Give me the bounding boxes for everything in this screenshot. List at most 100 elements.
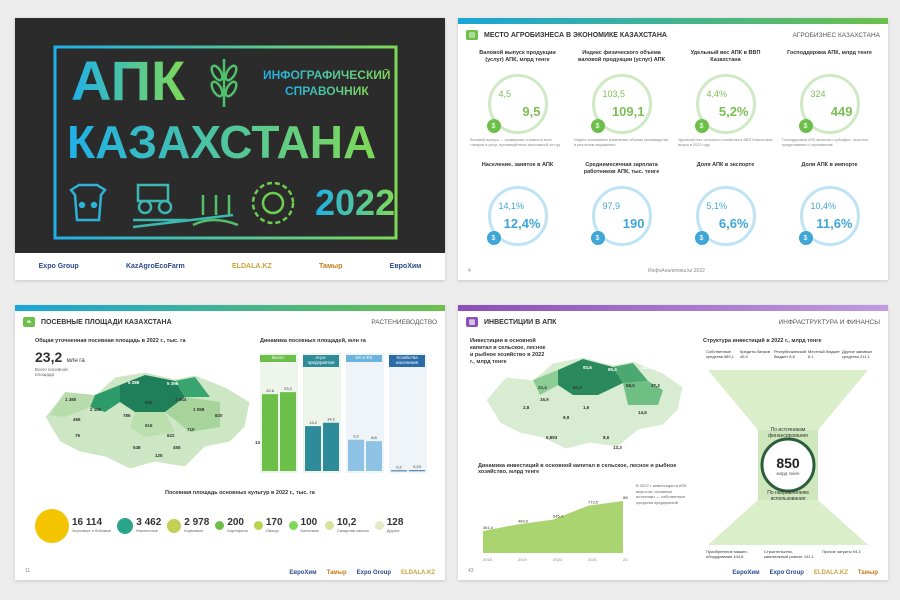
crop-item: 10,2 Сахарная свекла	[324, 518, 369, 534]
region-value: 58,0	[626, 383, 635, 388]
metric-prev-value: 5,1%	[706, 201, 728, 211]
crop-item: 200 Картофель	[215, 518, 248, 533]
region-value: 93,6	[583, 365, 592, 370]
metric-icon: $	[590, 231, 605, 245]
region-value: 13,3	[613, 445, 622, 450]
metric-title: Валовой выпуск продукции (услуг) АПК, мл…	[479, 50, 556, 63]
region-value: 5 396	[167, 381, 179, 386]
crops-row: 16 114 Зерновые и бобовые 3 462 Масличные 2 …	[35, 503, 435, 548]
crop-item: 3 462 Масличные	[117, 517, 161, 534]
metric-current-value: 9,5	[522, 104, 541, 119]
metric-title: Среднемесячная зарплата работников АПК, …	[583, 162, 660, 175]
crop-circle	[167, 518, 182, 533]
partner-logo: ELDALA.KZ	[813, 570, 848, 576]
crop-value: 2 978	[184, 517, 210, 528]
page-number: 43	[468, 568, 474, 574]
total-value: 23,2	[35, 349, 63, 365]
bar-group-header: КХ и ФХ	[346, 355, 382, 362]
metric-current-value: 12,4%	[503, 216, 541, 231]
page-partners: ЕвроХим Expo Group ELDALA.KZ Тамыр	[732, 570, 878, 576]
metric-current-value: 5,2%	[718, 104, 749, 119]
crop-circle	[215, 521, 225, 530]
page-partners: ЕвроХим Тамыр Expo Group ELDALA.KZ	[289, 570, 435, 576]
cover-page: АПК КАЗАХСТАНА ИНФОГРАФИЧЕСКИЙ СПРАВОЧНИ…	[15, 18, 445, 280]
metric-card: Удельный вес АПК в ВВП Казахстана 4,4% 5,2…	[678, 50, 773, 150]
section-category: АГРОБИЗНЕС КАЗАХСТАНА	[792, 31, 880, 39]
bars-title: Динамика посевных площадей, млн га	[260, 338, 366, 344]
crop-value: 170	[265, 517, 283, 528]
area-bar	[366, 441, 382, 471]
crop-label: Сахарная свекла	[336, 528, 369, 533]
region-value: 9,9	[563, 415, 570, 420]
metric-title: Население, занятое в АПК	[481, 162, 554, 168]
crop-item: 16 114 Зерновые и бобовые	[35, 508, 112, 543]
metric-icon: $	[798, 231, 813, 245]
crop-label: Зерновые и бобовые	[72, 528, 112, 533]
region-value: 1,6	[583, 405, 590, 410]
metric-circle: 103,5 109,1 $	[590, 74, 652, 134]
total-unit: млн га	[66, 358, 85, 364]
bar-group-header: Хозяйства населения	[389, 355, 425, 367]
source-item: Кредиты банков 45,9	[740, 349, 770, 359]
source-item: Собственные средства 589,1	[706, 349, 734, 359]
metric-current-value: 11,6%	[816, 216, 853, 231]
bar-value: 22,6	[266, 388, 275, 393]
region-value: 548	[133, 445, 141, 450]
metric-icon: $	[486, 231, 501, 245]
crop-text: 200 Картофель	[227, 517, 248, 534]
metric-prev-value: 4,4%	[706, 89, 728, 99]
metric-note	[574, 250, 669, 262]
metric-current-value: 449	[830, 104, 853, 119]
bar-value: 14,2	[327, 417, 336, 422]
crop-text: 16 114 Зерновые и бобовые	[72, 518, 112, 534]
cover-year: 2022	[315, 182, 396, 223]
investment-structure-chart	[708, 370, 868, 545]
section-header: ▦ ИНВЕСТИЦИИ В АПК ИНФРАСТРУКТУРА И ФИНА…	[458, 313, 888, 331]
crop-circle	[35, 508, 69, 543]
section-gradient-bar	[458, 18, 888, 24]
metric-card: Доля АПК в экспорте 5,1% 6,6% $	[678, 162, 773, 262]
region-value: 710	[187, 427, 195, 432]
metric-card: Среднемесячная зарплата работников АПК, …	[574, 162, 669, 262]
crop-circle	[324, 521, 334, 530]
crop-item: 2 978 Кормовые	[167, 518, 209, 533]
metric-circle: 14,1% 12,4% $	[486, 186, 548, 246]
metric-prev-value: 4,5	[498, 89, 512, 99]
metric-icon: $	[590, 119, 605, 133]
area-bar	[409, 470, 425, 472]
use-item: Приобретение машин, оборудования 444,8	[706, 549, 748, 559]
crop-circle	[374, 521, 384, 530]
bar-value: 8,8	[371, 435, 377, 440]
partner-logo: Expo Group	[769, 570, 804, 576]
bar-value: 0,2	[396, 464, 402, 469]
metric-prev-value: 10,4%	[810, 201, 837, 211]
crop-text: 10,2 Сахарная свекла	[336, 518, 369, 534]
year-label: 2020	[553, 557, 563, 562]
crop-label: Масличные	[136, 528, 158, 533]
page-number: 11	[25, 568, 31, 574]
region-value: 22,4	[538, 385, 547, 390]
crop-circle	[117, 517, 134, 534]
metric-icon: $	[694, 231, 709, 245]
page-footer-text: ИнфоАналитика.kz 2022	[648, 268, 705, 274]
bar-group-header: Агро-предприятия	[303, 355, 339, 367]
section-header: ▤ МЕСТО АГРОБИЗНЕСА В ЭКОНОМИКЕ КАЗАХСТА…	[458, 26, 888, 44]
metric-prev-value: 97,9	[602, 201, 621, 211]
partner-logo: Тамыр	[857, 570, 878, 576]
metric-prev-value: 324	[810, 89, 826, 99]
section-header: ❧ ПОСЕВНЫЕ ПЛОЩАДИ КАЗАХСТАНА РАСТЕНИЕВО…	[15, 313, 445, 331]
partner-logo: Тамыр	[318, 263, 343, 270]
crop-item: 170 Овощи	[253, 517, 283, 533]
crop-value: 200	[227, 517, 244, 528]
metric-card: Господдержка АПК, млрд тенге 324 449 $ Госпо…	[782, 50, 877, 150]
area-dynamics-chart: 22,6 23,2 13,2 14,2 9,2 8,8 0,2 0,23	[260, 353, 427, 473]
partner-logo: ELDALA.KZ	[232, 263, 272, 270]
metric-card: Валовой выпуск продукции (услуг) АПК, мл…	[470, 50, 565, 150]
crop-label: Бахчевые	[300, 528, 319, 533]
year-label: 2022	[623, 557, 628, 562]
crop-value: 100	[300, 517, 318, 528]
metric-circle: 10,4% 11,6% $	[798, 186, 860, 246]
bar-value: 13,2	[309, 420, 318, 425]
leaf-icon: ❧	[23, 317, 35, 327]
crop-text: 128 Другие	[387, 518, 404, 534]
